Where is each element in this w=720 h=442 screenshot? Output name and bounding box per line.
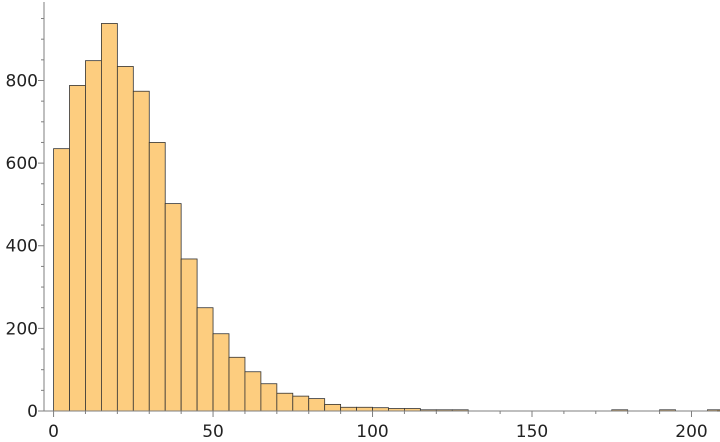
- histogram-bar: [260, 383, 278, 412]
- histogram-bar: [53, 148, 70, 412]
- x-tick-label: 50: [202, 422, 224, 442]
- histogram-bar: [148, 142, 166, 412]
- histogram-bar: [308, 398, 326, 412]
- x-tick-label: 0: [48, 422, 59, 442]
- histogram-bar: [116, 66, 134, 412]
- histogram-bar: [180, 258, 198, 412]
- histogram-bar: [244, 371, 262, 412]
- histogram-bar: [85, 60, 102, 412]
- axes-group: [38, 2, 717, 417]
- histogram-bar: [212, 333, 230, 412]
- histogram-bar: [228, 356, 246, 412]
- histogram-bar: [69, 85, 86, 412]
- tick-labels-group: 0 50 100 150 200 0 200 400 600 800: [6, 71, 708, 442]
- histogram-bar: [132, 90, 150, 412]
- y-tick-label: 400: [6, 237, 38, 257]
- x-tick-label: 150: [516, 422, 548, 442]
- x-tick-label: 200: [675, 422, 707, 442]
- histogram-bar: [340, 406, 357, 412]
- x-tick-label: 100: [356, 422, 388, 442]
- histogram-bar: [164, 203, 182, 412]
- y-tick-label: 0: [27, 402, 38, 422]
- histogram-bar: [101, 23, 118, 412]
- y-tick-label: 600: [6, 154, 38, 174]
- histogram-bar: [292, 395, 310, 412]
- y-tick-label: 200: [6, 319, 38, 339]
- histogram-bar: [276, 392, 294, 412]
- histogram-bar: [356, 406, 373, 412]
- histogram-bar: [324, 403, 342, 412]
- histogram-bar: [196, 307, 214, 412]
- bars-group: [53, 23, 720, 412]
- y-tick-label: 800: [6, 71, 38, 91]
